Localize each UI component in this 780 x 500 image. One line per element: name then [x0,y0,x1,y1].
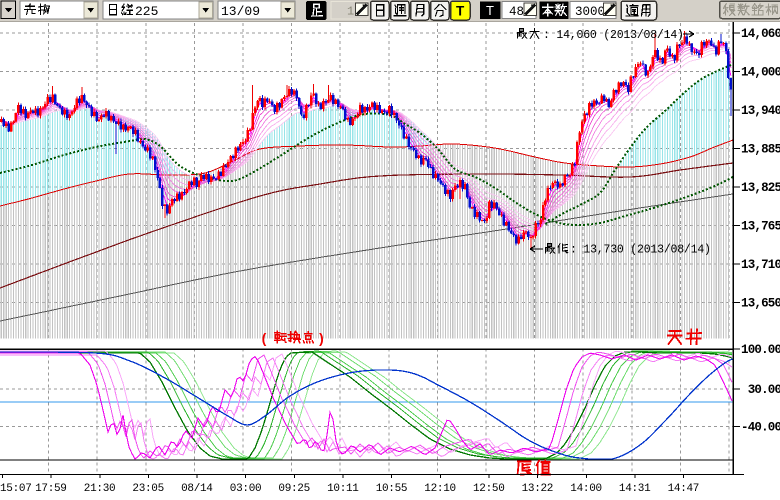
svg-text:30.00: 30.00 [741,383,780,397]
svg-text:14:31: 14:31 [619,483,651,495]
svg-text:225: 225 [135,4,158,19]
svg-text:100.00: 100.00 [741,343,780,357]
svg-text:(: ( [260,332,268,348]
svg-text:14:47: 14:47 [668,483,700,495]
svg-text:03:00: 03:00 [230,483,262,495]
svg-text:08/14: 08/14 [181,483,213,495]
svg-text:3000: 3000 [575,5,605,19]
svg-text:13,940: 13,940 [741,104,780,118]
svg-text:23:05: 23:05 [132,483,164,495]
svg-text:12:10: 12:10 [424,483,456,495]
svg-text:): ) [317,332,325,348]
svg-text:21:30: 21:30 [84,483,116,495]
svg-text:14,060: 14,060 [741,27,780,41]
svg-text:09:25: 09:25 [278,483,310,495]
svg-text:: 13,730 (2013/08/14): : 13,730 (2013/08/14) [570,244,711,257]
svg-text:12:50: 12:50 [473,483,505,495]
svg-text:14,000: 14,000 [741,66,780,80]
svg-text:: 14,060 (2013/08/14): : 14,060 (2013/08/14) [543,29,684,42]
svg-text:13,885: 13,885 [741,143,780,157]
svg-text:13,710: 13,710 [741,258,780,272]
svg-text:10:55: 10:55 [376,483,408,495]
svg-text:15:07: 15:07 [0,483,32,495]
svg-text:T: T [456,4,465,19]
svg-text:1: 1 [347,5,354,19]
svg-text:13,650: 13,650 [741,297,780,311]
svg-text:-40.00: -40.00 [741,421,780,435]
svg-text:17:59: 17:59 [35,483,67,495]
svg-text:13,825: 13,825 [741,181,780,195]
svg-text:14:00: 14:00 [570,483,602,495]
svg-text:10:11: 10:11 [327,483,359,495]
svg-text:T: T [486,3,494,18]
svg-text:13,765: 13,765 [741,220,780,234]
svg-text:13/09: 13/09 [221,4,260,19]
svg-text:48: 48 [509,5,524,19]
svg-text:13:22: 13:22 [522,483,554,495]
